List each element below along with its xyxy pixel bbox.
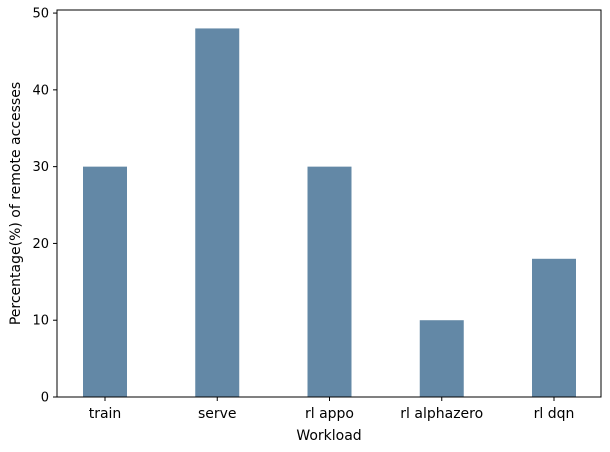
x-axis-title: Workload [296,428,361,444]
y-axis-title: Percentage(%) of remote accesses [8,82,24,325]
x-tick-label: rl dqn [534,406,575,422]
y-tick-label: 40 [32,83,49,98]
y-tick-label: 50 [32,7,49,22]
plot-frame [56,9,602,398]
bar-train [83,166,127,397]
y-tick-label: 20 [32,237,49,252]
y-tick-label: 30 [32,160,49,175]
x-tick-label: serve [198,406,237,422]
bar-rl-dqn [532,258,576,397]
bar-serve [195,28,240,398]
x-axis: train serve rl appo rl alphazero rl dqn [89,397,575,422]
y-axis: 0 10 20 30 40 50 [32,7,57,406]
bar-rl-alphazero [419,320,464,397]
bars-group [83,28,576,398]
x-tick-label: rl alphazero [400,406,483,422]
x-tick-label: rl appo [305,406,354,422]
y-tick-label: 10 [32,314,49,329]
x-tick-label: train [89,406,122,422]
bar-rl-appo [307,166,352,397]
y-tick-label: 0 [41,391,49,406]
